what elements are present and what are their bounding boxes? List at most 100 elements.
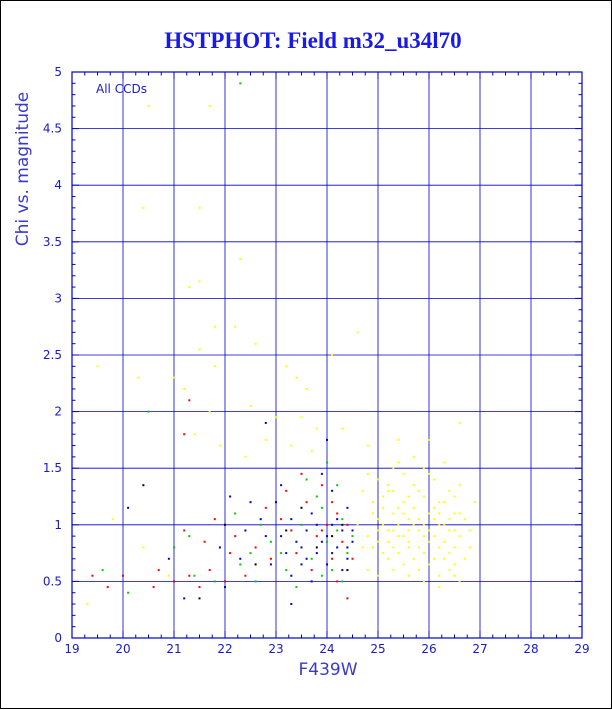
data-point: [387, 557, 390, 560]
data-point: [229, 495, 232, 498]
data-point: [387, 484, 390, 487]
data-point: [147, 410, 150, 413]
data-point: [448, 518, 451, 521]
data-point: [382, 552, 385, 555]
data-point: [341, 427, 344, 430]
data-point: [428, 563, 430, 566]
data-point: [188, 574, 191, 577]
data-point: [448, 529, 451, 532]
data-point: [300, 472, 303, 475]
data-point: [346, 546, 349, 549]
data-point: [331, 501, 334, 504]
x-tick-label: 19: [64, 642, 79, 656]
data-point: [392, 489, 395, 492]
data-point: [280, 484, 283, 487]
data-point: [382, 506, 385, 509]
data-point: [412, 484, 415, 487]
data-points: [86, 82, 476, 606]
data-point: [310, 450, 313, 453]
data-point: [407, 518, 410, 521]
data-point: [377, 529, 379, 532]
data-point: [295, 586, 298, 589]
all-ccds-annotation: All CCDs: [96, 82, 147, 96]
data-point: [198, 206, 201, 209]
data-point: [336, 512, 339, 515]
data-point: [366, 444, 369, 447]
data-point: [407, 574, 410, 577]
data-point: [351, 535, 354, 538]
data-point: [305, 557, 308, 560]
data-point: [428, 512, 430, 515]
y-tick-label: 3.5: [43, 235, 62, 249]
data-point: [173, 546, 175, 549]
data-point: [239, 82, 242, 85]
y-tick-label: 3: [54, 291, 62, 305]
data-point: [290, 444, 293, 447]
data-point: [229, 552, 232, 555]
data-point: [397, 535, 400, 538]
data-point: [198, 586, 201, 589]
data-point: [264, 438, 267, 441]
data-point: [285, 552, 288, 555]
data-point: [290, 529, 293, 532]
data-point: [377, 518, 379, 521]
data-point: [305, 501, 308, 504]
data-point: [198, 597, 201, 600]
data-point: [438, 574, 441, 577]
data-point: [275, 501, 277, 504]
data-point: [147, 104, 150, 107]
data-point: [377, 478, 379, 481]
data-point: [315, 427, 318, 430]
data-point: [280, 535, 283, 538]
data-point: [295, 552, 298, 555]
data-point: [244, 455, 247, 458]
data-point: [167, 574, 170, 577]
data-point: [392, 467, 395, 470]
data-point: [422, 495, 425, 498]
data-point: [188, 535, 191, 538]
y-tick-label: 1: [54, 518, 62, 532]
data-point: [402, 563, 405, 566]
x-tick-label: 24: [319, 642, 334, 656]
data-point: [157, 569, 160, 572]
data-point: [407, 529, 410, 532]
data-point: [407, 495, 410, 498]
data-point: [341, 580, 344, 583]
data-point: [438, 546, 441, 549]
data-point: [122, 574, 124, 577]
data-point: [285, 489, 288, 492]
data-point: [387, 529, 390, 532]
data-point: [269, 563, 272, 566]
data-point: [218, 444, 221, 447]
data-point: [254, 546, 257, 549]
data-point: [377, 540, 379, 543]
data-point: [152, 586, 155, 589]
data-point: [443, 461, 446, 464]
data-point: [264, 421, 267, 424]
data-point: [218, 546, 221, 549]
data-point: [259, 523, 262, 526]
y-tick-label: 4: [54, 178, 62, 192]
data-point: [142, 546, 145, 549]
data-point: [234, 512, 237, 515]
data-point: [433, 557, 436, 560]
data-point: [346, 557, 349, 560]
data-point: [336, 529, 339, 532]
data-point: [438, 512, 441, 515]
data-point: [331, 489, 334, 492]
data-point: [341, 518, 344, 521]
data-point: [290, 603, 293, 606]
data-point: [326, 438, 328, 441]
data-point: [402, 472, 405, 475]
data-point: [305, 387, 308, 390]
data-point: [417, 546, 420, 549]
data-point: [310, 512, 313, 515]
data-point: [402, 535, 405, 538]
data-point: [213, 325, 216, 328]
y-tick-label: 2: [54, 405, 62, 419]
data-point: [453, 574, 456, 577]
data-point: [443, 501, 446, 504]
data-point: [198, 280, 201, 283]
data-point: [422, 523, 425, 526]
y-tick-label: 0: [54, 631, 62, 645]
